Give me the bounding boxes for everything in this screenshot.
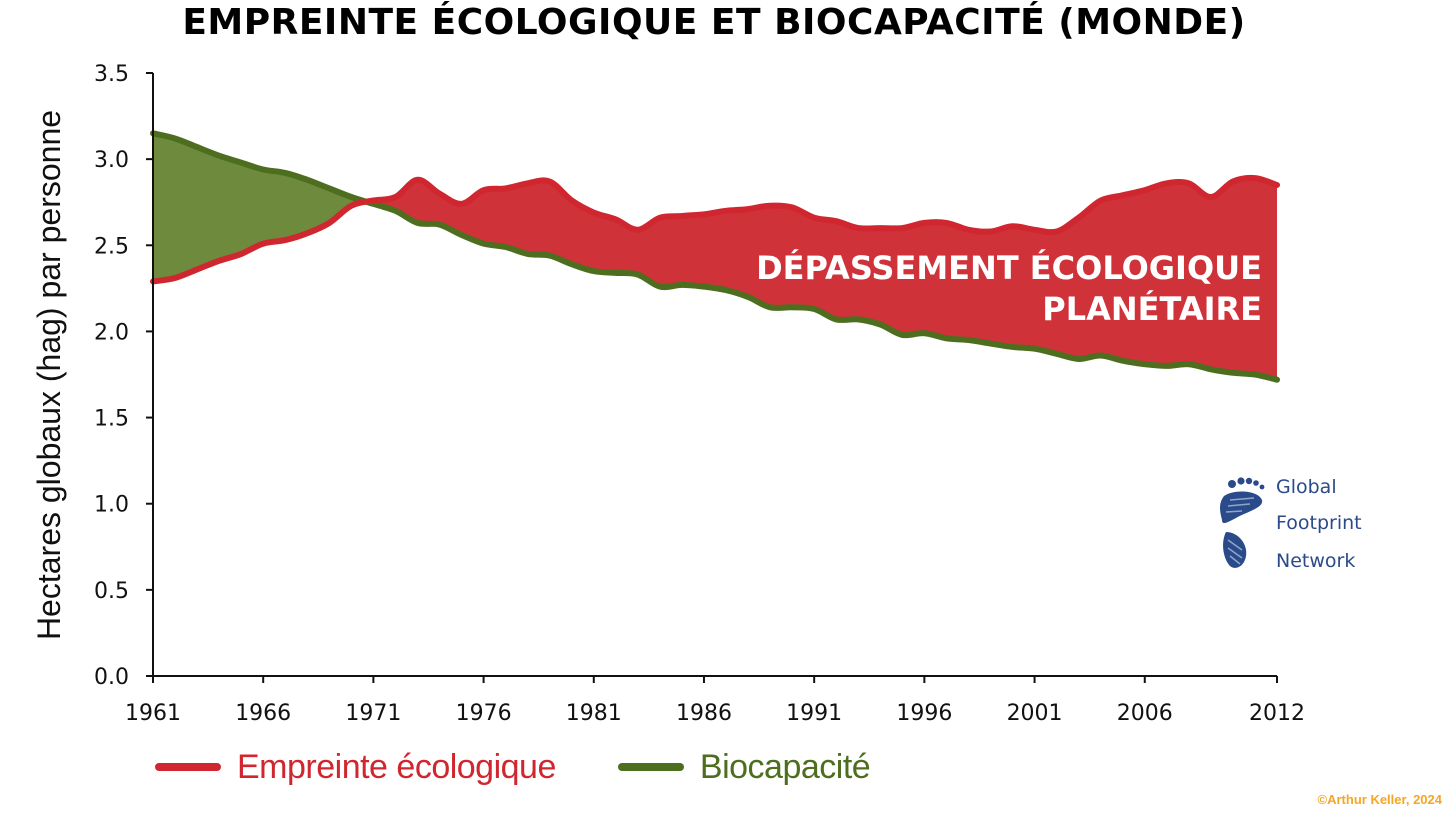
logo-text-line-3: Network	[1276, 550, 1356, 572]
logo-text-line-1: Global	[1276, 476, 1337, 498]
y-tick-label: 2.5	[94, 234, 129, 259]
plot-fills	[153, 133, 1277, 380]
x-tick-labels: 1961 1966 1971 1976 1981 1986 1991 1996 2001 2006…	[125, 701, 1305, 726]
legend-item-biocapacity: Biocapacité	[617, 747, 871, 787]
logo-text-line-2: Footprint	[1276, 512, 1362, 534]
overshoot-annotation-line-1: DÉPASSEMENT ÉCOLOGIQUE	[756, 249, 1262, 287]
x-tick-label: 1971	[345, 701, 401, 726]
legend: Empreinte écologique Biocapacité	[155, 742, 932, 792]
y-tick-label: 3.5	[94, 62, 129, 87]
footprint-line	[150, 174, 1280, 285]
x-tick-label: 1966	[235, 701, 291, 726]
x-tick-label: 2012	[1249, 701, 1305, 726]
y-tick-label: 1.0	[94, 493, 129, 518]
y-tick-label: 3.0	[94, 148, 129, 173]
global-footprint-network-logo: Global Footprint Network	[1216, 474, 1366, 574]
y-tick-labels: 0.0 0.5 1.0 1.5 2.0 2.5 3.0 3.5	[94, 62, 129, 690]
x-tick-label: 1986	[676, 701, 732, 726]
legend-swatch-footprint	[155, 763, 221, 771]
axes	[146, 72, 1278, 683]
legend-label-footprint: Empreinte écologique	[237, 747, 556, 786]
series-lines	[150, 130, 1280, 383]
y-tick-label: 2.0	[94, 320, 129, 345]
y-axis-label: Hectares globaux (hag) par personne	[31, 110, 67, 640]
biocapacity-line	[150, 130, 1280, 383]
overshoot-annotation-line-2: PLANÉTAIRE	[1042, 290, 1262, 328]
footprint-icon	[1220, 477, 1265, 568]
legend-swatch-biocapacity	[617, 763, 684, 771]
y-tick-label: 1.5	[94, 407, 129, 432]
legend-label-biocapacity: Biocapacité	[699, 747, 871, 786]
x-tick-label: 1961	[125, 701, 181, 726]
x-tick-label: 1976	[456, 701, 512, 726]
y-tick-label: 0.5	[94, 579, 129, 604]
x-tick-label: 2001	[1007, 701, 1063, 726]
copyright-credit: ©Arthur Keller, 2024	[1317, 792, 1442, 807]
x-tick-label: 1981	[566, 701, 622, 726]
x-tick-label: 1996	[896, 701, 952, 726]
overshoot-annotation: DÉPASSEMENT ÉCOLOGIQUE PLANÉTAIRE	[756, 249, 1262, 328]
x-tick-label: 1991	[786, 701, 842, 726]
y-tick-label: 0.0	[94, 665, 129, 690]
x-tick-label: 2006	[1117, 701, 1173, 726]
overshoot-area	[153, 133, 1277, 380]
legend-item-footprint: Empreinte écologique	[155, 748, 556, 787]
chart-title: EMPREINTE ÉCOLOGIQUE ET BIOCAPACITÉ (MON…	[182, 2, 1246, 43]
